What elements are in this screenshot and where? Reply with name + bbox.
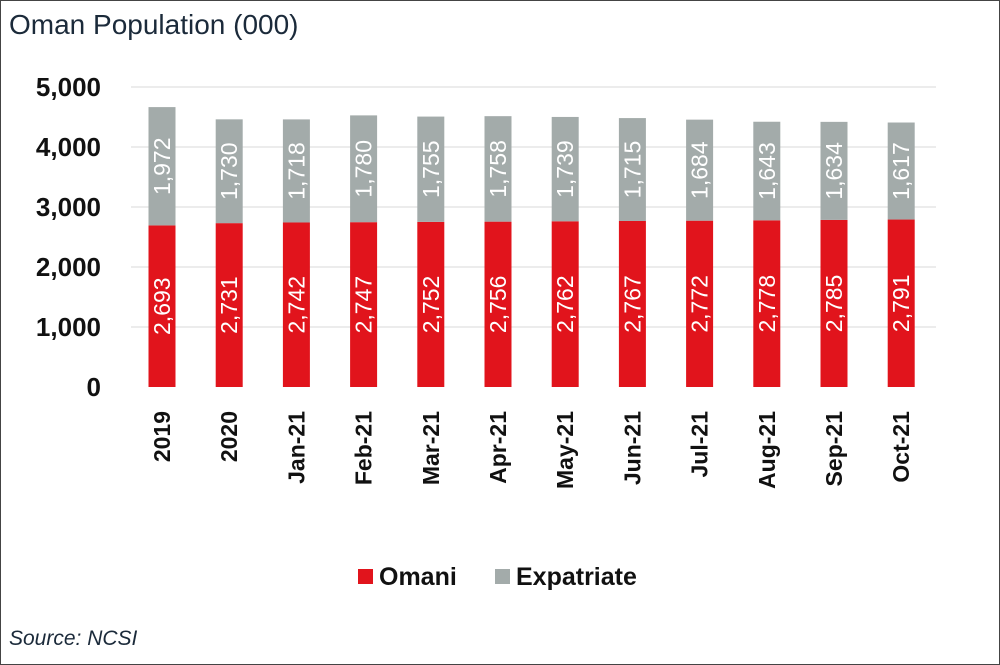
value-label-expatriate: 1,715	[619, 141, 645, 199]
value-label-expatriate: 1,972	[149, 137, 175, 195]
value-label-omani: 2,785	[821, 275, 847, 333]
value-label-omani: 2,747	[351, 276, 377, 334]
value-label-expatriate: 1,755	[418, 140, 444, 198]
gridlines	[131, 86, 936, 328]
value-label-omani: 2,693	[149, 277, 175, 335]
value-label-omani: 2,791	[888, 274, 914, 332]
bar-expatriate	[820, 121, 848, 220]
value-label-omani: 2,731	[216, 276, 242, 334]
x-tick-label: Aug-21	[754, 411, 780, 489]
legend-label-expatriate: Expatriate	[516, 563, 637, 591]
bar-expatriate	[887, 122, 915, 220]
bar-omani	[282, 222, 310, 387]
value-label-expatriate: 1,739	[552, 140, 578, 198]
bar-expatriate	[148, 107, 176, 226]
bar-omani	[686, 220, 714, 387]
value-label-expatriate: 1,643	[754, 142, 780, 200]
value-label-expatriate: 1,718	[283, 142, 309, 200]
bar-omani	[753, 220, 781, 387]
y-tick-label: 1,000	[36, 312, 101, 342]
x-tick-label: 2019	[149, 411, 175, 462]
y-tick-label: 5,000	[36, 72, 101, 102]
value-label-omani: 2,778	[754, 275, 780, 333]
bar-expatriate	[686, 119, 714, 221]
x-tick-label: 2020	[216, 411, 242, 462]
value-label-omani: 2,767	[619, 275, 645, 333]
source-note: Source: NCSI	[9, 627, 138, 650]
y-axis-ticks: 0 1,000 2,000 3,000 4,000 5,000	[36, 72, 101, 402]
value-label-expatriate: 1,758	[485, 140, 511, 198]
x-tick-label: Feb-21	[351, 411, 377, 485]
bar-expatriate	[551, 116, 579, 222]
bar-omani	[887, 219, 915, 387]
bars: 2,693 1,972 2,731 1,730 2,742 1,718 2,747 1,780…	[148, 107, 915, 387]
bar-omani	[618, 220, 646, 387]
x-axis-ticks: 2019 2020 Jan-21 Feb-21 Mar-21 Apr-21 May-21 Ju…	[149, 411, 914, 489]
x-tick-label: May-21	[552, 411, 578, 489]
x-tick-label: Jun-21	[619, 411, 645, 485]
bar-expatriate	[350, 115, 378, 223]
x-tick-label: Sep-21	[821, 411, 847, 487]
bar-expatriate	[753, 121, 781, 221]
bar-expatriate	[282, 119, 310, 223]
x-tick-label: Jul-21	[687, 411, 713, 478]
x-tick-label: Apr-21	[485, 411, 511, 484]
value-label-expatriate: 1,730	[216, 142, 242, 200]
x-tick-label: Oct-21	[888, 411, 914, 483]
chart-title: Oman Population (000)	[9, 9, 299, 40]
legend-swatch-expatriate	[495, 569, 510, 584]
bar-expatriate	[215, 119, 243, 224]
legend-label-omani: Omani	[379, 563, 457, 591]
value-label-omani: 2,752	[418, 276, 444, 334]
bar-expatriate	[484, 116, 512, 222]
y-tick-label: 4,000	[36, 132, 101, 162]
legend: Omani Expatriate	[358, 563, 637, 591]
y-tick-label: 2,000	[36, 252, 101, 282]
bar-omani	[215, 223, 243, 387]
bar-expatriate	[618, 118, 646, 221]
bar-omani	[551, 221, 579, 387]
value-label-omani: 2,762	[552, 275, 578, 333]
x-tick-label: Jan-21	[283, 411, 309, 484]
y-tick-label: 3,000	[36, 192, 101, 222]
bar-omani	[148, 225, 176, 387]
bar-omani	[350, 222, 378, 387]
bar-expatriate	[417, 116, 445, 222]
bar-omani	[820, 219, 848, 387]
value-label-omani: 2,772	[687, 275, 713, 333]
x-tick-label: Mar-21	[418, 411, 444, 485]
bar-omani	[484, 221, 512, 387]
value-label-omani: 2,742	[283, 276, 309, 334]
value-label-expatriate: 1,634	[821, 142, 847, 200]
value-label-omani: 2,756	[485, 276, 511, 334]
value-label-expatriate: 1,617	[888, 142, 914, 200]
bar-omani	[417, 221, 445, 387]
value-label-expatriate: 1,684	[687, 141, 713, 199]
y-tick-label: 0	[87, 372, 101, 402]
value-label-expatriate: 1,780	[351, 140, 377, 198]
legend-swatch-omani	[358, 569, 373, 584]
